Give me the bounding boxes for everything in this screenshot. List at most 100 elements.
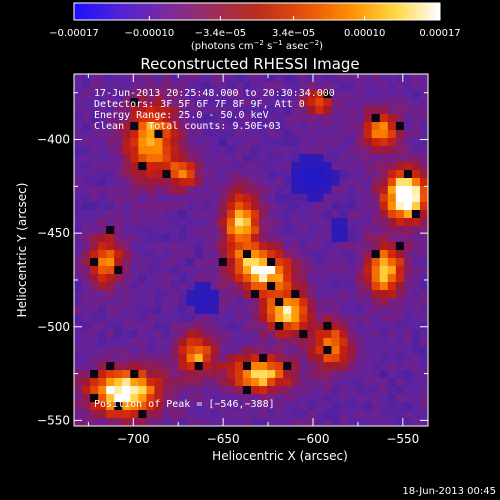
heatmap-cell xyxy=(194,210,204,219)
heatmap-cell xyxy=(146,346,155,355)
heatmap-cell xyxy=(395,202,405,211)
heatmap-cell xyxy=(379,290,389,299)
heatmap-cell xyxy=(122,362,131,371)
heatmap-cell xyxy=(347,274,356,283)
heatmap-cell xyxy=(210,314,220,323)
heatmap-cell xyxy=(371,394,381,403)
heatmap-cell xyxy=(363,338,373,347)
heatmap-cell xyxy=(331,170,340,179)
heatmap-cell xyxy=(162,322,171,331)
heatmap-cell xyxy=(226,370,236,379)
heatmap-cell xyxy=(331,330,340,339)
heatmap-cell xyxy=(283,154,292,163)
heatmap-cell xyxy=(291,330,300,339)
heatmap-cell xyxy=(82,378,91,387)
heatmap-cell xyxy=(355,378,365,387)
heatmap-cell xyxy=(90,418,99,427)
heatmap-cell xyxy=(339,218,348,227)
heatmap-cell xyxy=(379,234,389,243)
heatmap-cell xyxy=(403,170,413,179)
heatmap-cell xyxy=(387,402,397,411)
heatmap-cell xyxy=(291,82,300,91)
heatmap-cell xyxy=(339,106,348,115)
heatmap-cell xyxy=(194,194,204,203)
heatmap-cell xyxy=(138,98,147,107)
heatmap-cell xyxy=(291,74,300,83)
heatmap-cell xyxy=(74,418,83,427)
heatmap-cell xyxy=(363,298,373,307)
heatmap-cell xyxy=(267,354,276,363)
heatmap-cell xyxy=(355,362,365,371)
heatmap-cell xyxy=(275,338,284,347)
heatmap-cell xyxy=(371,202,381,211)
heatmap-cell xyxy=(419,186,429,195)
heatmap-cell xyxy=(387,114,397,123)
heatmap-cell xyxy=(315,282,324,291)
heatmap-cell xyxy=(403,242,413,251)
heatmap-cell xyxy=(234,130,244,139)
heatmap-cell xyxy=(146,354,155,363)
heatmap-cell xyxy=(339,130,348,139)
heatmap-cell xyxy=(194,114,204,123)
heatmap-cell xyxy=(387,218,397,227)
heatmap-cell xyxy=(251,98,260,107)
heatmap-cell xyxy=(242,114,252,123)
heatmap-cell xyxy=(210,394,220,403)
heatmap-cell xyxy=(74,114,83,123)
heatmap-cell xyxy=(154,90,163,99)
heatmap-cell xyxy=(90,106,99,115)
heatmap-cell xyxy=(130,410,139,419)
heatmap-cell xyxy=(146,330,155,339)
heatmap-cell xyxy=(130,250,139,259)
heatmap-cell xyxy=(210,74,220,83)
heatmap-cell xyxy=(251,170,260,179)
heatmap-cell xyxy=(355,330,365,339)
heatmap-cell xyxy=(146,194,155,203)
heatmap-cell xyxy=(242,242,252,251)
heatmap-cell xyxy=(242,82,252,91)
heatmap-cell xyxy=(122,266,131,275)
y-tick-label: −400 xyxy=(37,133,70,147)
heatmap-cell xyxy=(315,338,324,347)
heatmap-cell xyxy=(82,370,91,379)
heatmap-cell xyxy=(90,210,99,219)
heatmap-cell xyxy=(307,74,316,83)
heatmap-cell xyxy=(234,314,244,323)
heatmap-cell xyxy=(331,242,340,251)
peak-position-label: Position of Peak = [−546,−388] xyxy=(94,399,275,410)
heatmap-cell xyxy=(411,162,421,171)
heatmap-cell xyxy=(210,370,220,379)
heatmap-cell xyxy=(202,74,212,83)
heatmap-cell xyxy=(122,274,131,283)
heatmap-cell xyxy=(283,362,292,371)
heatmap-cell xyxy=(114,402,123,411)
heatmap-cell xyxy=(403,322,413,331)
heatmap-cell xyxy=(331,378,340,387)
heatmap-cell xyxy=(355,138,365,147)
heatmap-cell xyxy=(363,282,373,291)
heatmap-cell xyxy=(387,170,397,179)
heatmap-cell xyxy=(395,90,405,99)
heatmap-cell xyxy=(74,330,83,339)
heatmap-cell xyxy=(331,322,340,331)
heatmap-cell xyxy=(363,346,373,355)
heatmap-cell xyxy=(403,90,413,99)
heatmap-cell xyxy=(299,202,308,211)
heatmap-cell xyxy=(82,162,91,171)
heatmap-cell xyxy=(226,298,236,307)
heatmap-cell xyxy=(419,266,429,275)
heatmap-cell xyxy=(202,122,212,131)
heatmap-cell xyxy=(186,202,196,211)
heatmap-cell xyxy=(122,290,131,299)
heatmap-cell xyxy=(371,378,381,387)
heatmap-cell xyxy=(242,130,252,139)
heatmap-cell xyxy=(315,306,324,315)
heatmap-cell xyxy=(122,74,131,83)
heatmap-cell xyxy=(122,194,131,203)
heatmap-cell xyxy=(411,186,421,195)
heatmap-cell xyxy=(114,274,123,283)
heatmap-cell xyxy=(170,306,179,315)
heatmap-cell xyxy=(138,82,147,91)
heatmap-cell xyxy=(371,386,381,395)
heatmap-cell xyxy=(395,418,405,427)
